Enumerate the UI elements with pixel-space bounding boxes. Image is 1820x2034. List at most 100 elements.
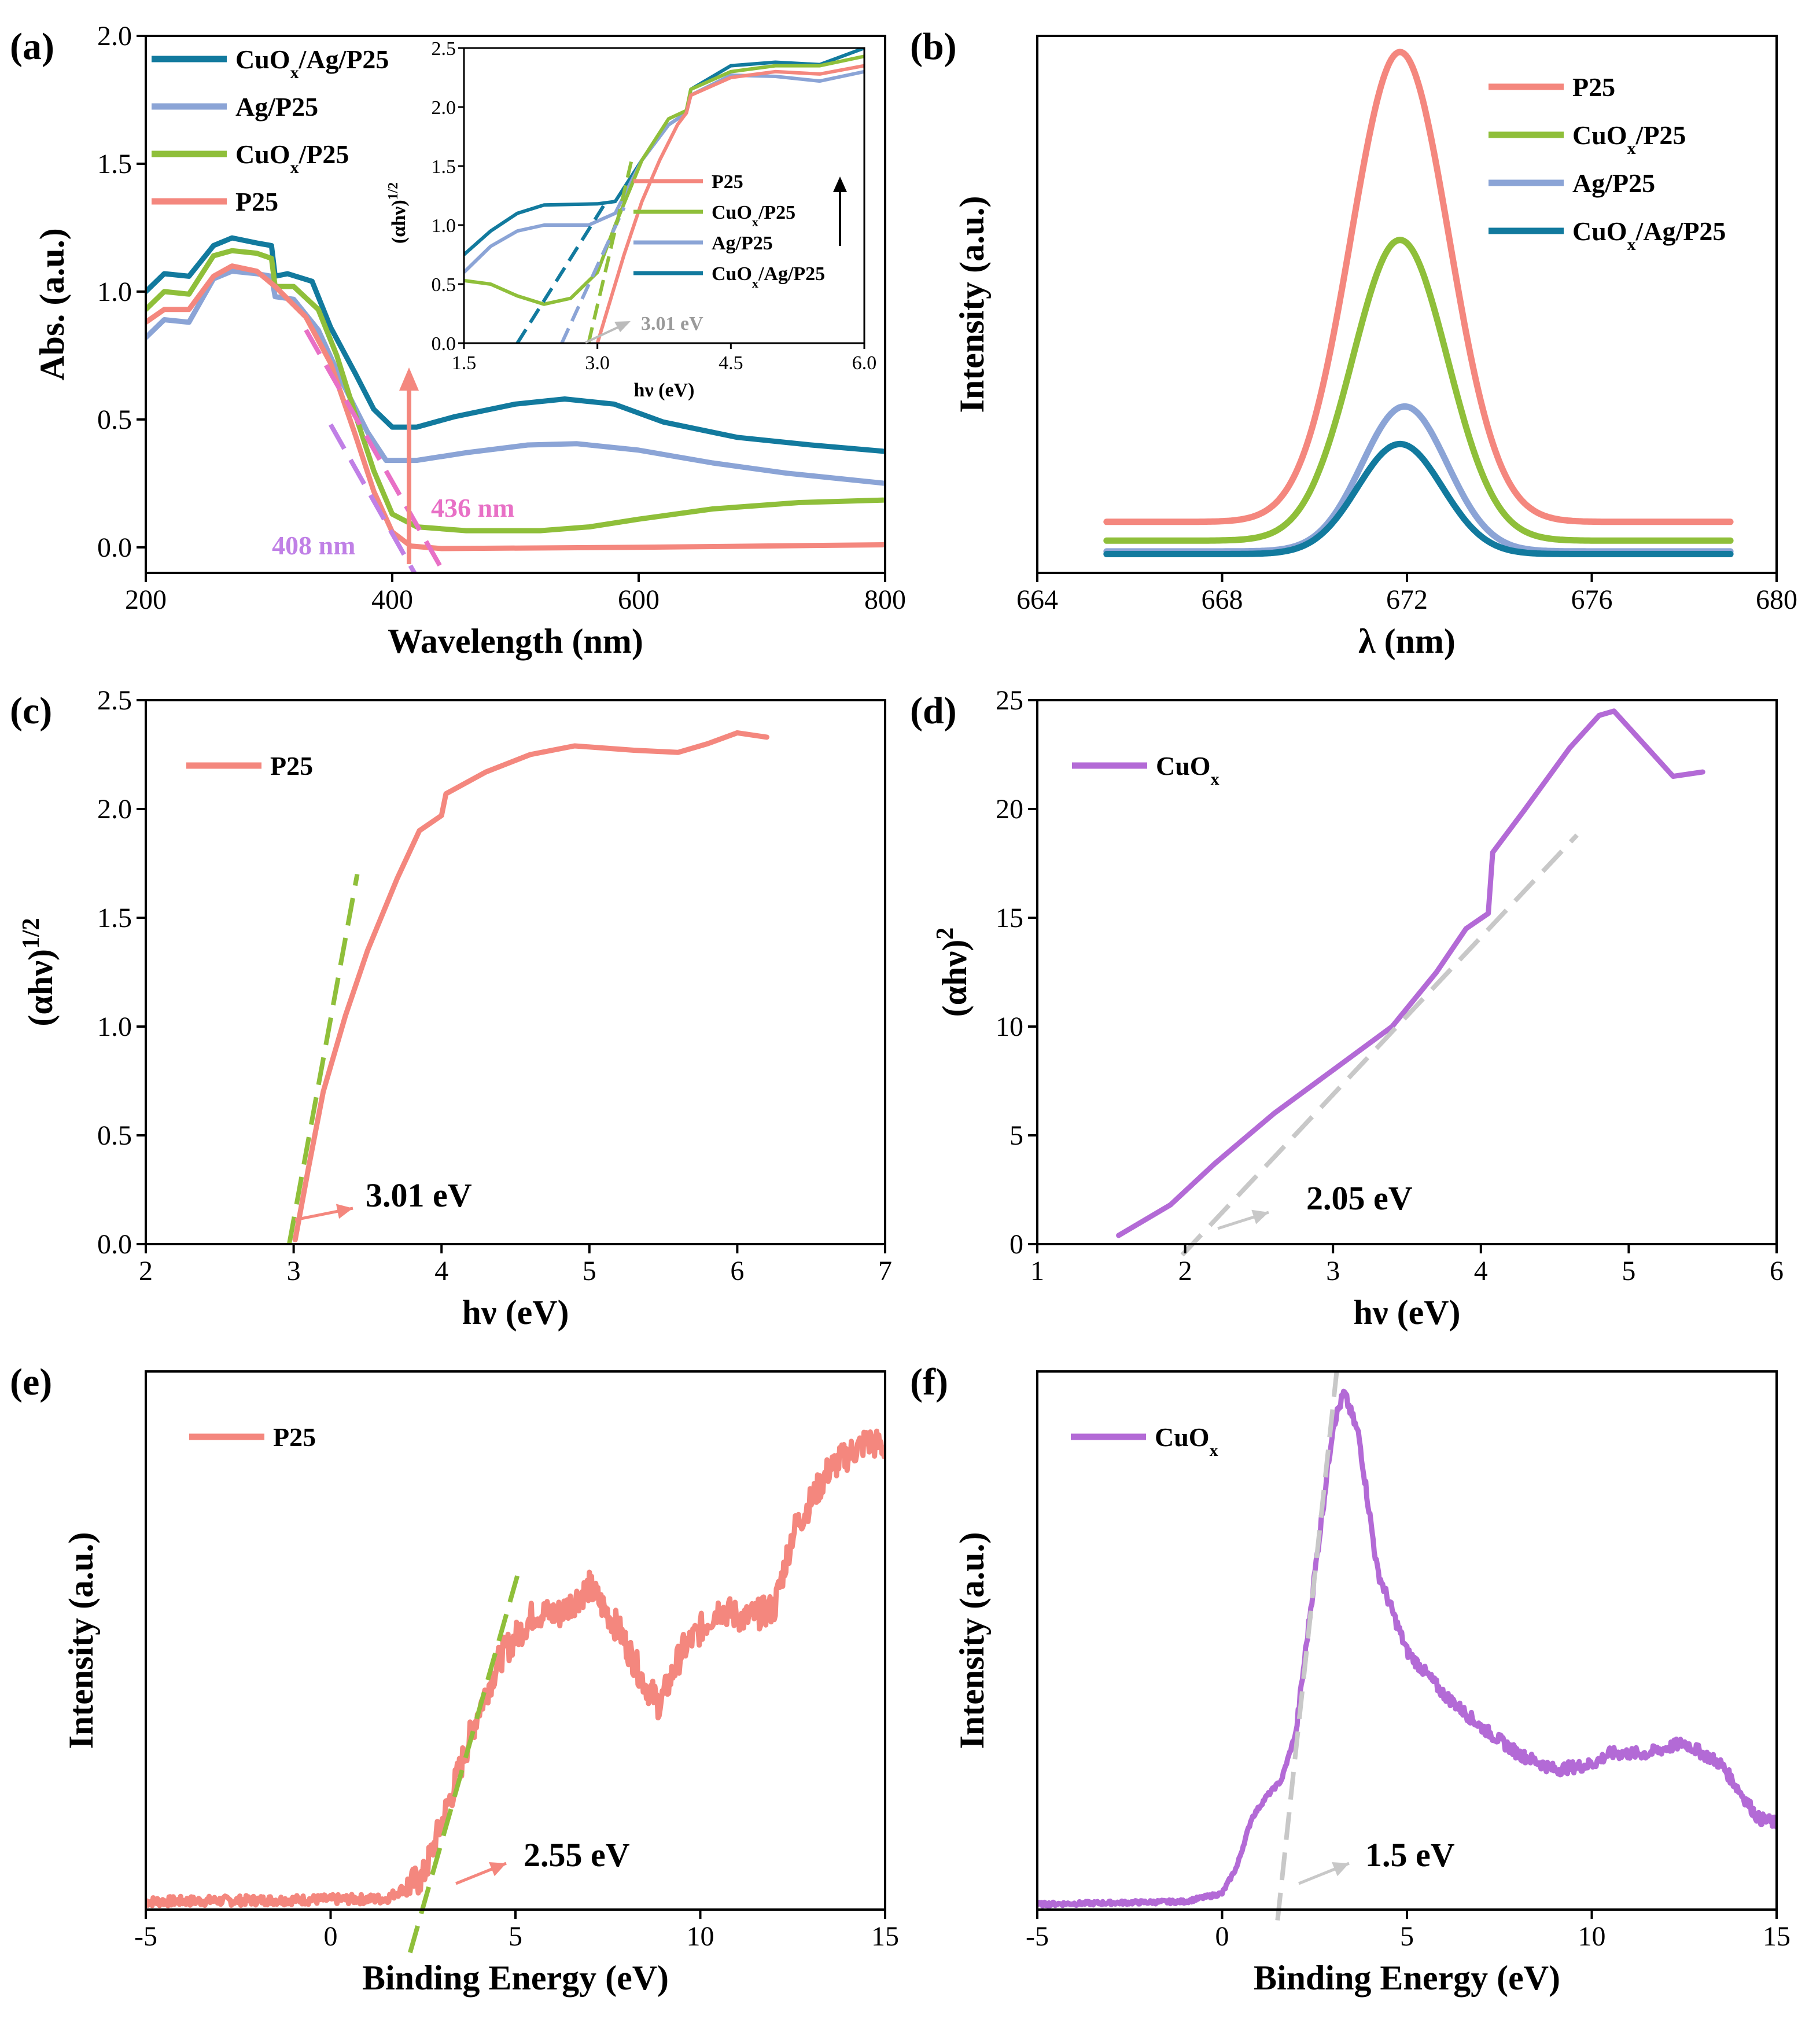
- inset-tangent: [560, 207, 626, 343]
- inset-x-label: hν (eV): [634, 380, 695, 401]
- inset-y-tick-label: 1.0: [432, 215, 456, 237]
- x-tick-label: 0: [324, 1921, 338, 1952]
- plot-area: [146, 235, 885, 551]
- legend-label: Ag/P25: [1572, 168, 1655, 198]
- series-line-cuox_p25: [146, 248, 885, 534]
- inset-annotation-arrow: [585, 323, 624, 344]
- panel-e: (e) -5 0 5 10 15 Binding Energy (eV) Intensity …: [10, 1361, 899, 1997]
- series-line-cuox: [1116, 708, 1705, 1238]
- x-tick-label: 15: [871, 1921, 899, 1952]
- y-axis-label: Intensity (a.u.): [62, 1532, 100, 1749]
- legend-label: CuOx/P25: [235, 139, 349, 177]
- inset-y-tick-label: 0.0: [432, 333, 456, 355]
- x-tick-label: 5: [1400, 1921, 1414, 1952]
- legend-label: Ag/P25: [235, 92, 318, 122]
- inset-legend-label: P25: [712, 171, 743, 193]
- inset-y-tick-label: 2.0: [432, 97, 456, 119]
- series-line-p25: [292, 730, 769, 1242]
- panel-label: (b): [910, 25, 957, 68]
- panel-label: (f): [910, 1361, 948, 1403]
- series-line-ag_p25: [1103, 403, 1734, 555]
- x-tick-label: 3: [1326, 1256, 1340, 1286]
- inset-bg: [464, 48, 864, 343]
- y-tick-label: 1.5: [97, 903, 132, 933]
- x-tick-label: 2: [1178, 1256, 1192, 1286]
- increase-arrowhead: [399, 367, 419, 391]
- inset-y-tick-label: 0.5: [432, 274, 456, 296]
- inset-x-tick-label: 3.0: [585, 352, 610, 374]
- inset-y-label: (αhν)1/2: [386, 182, 410, 244]
- y-tick-label: 0: [1010, 1229, 1023, 1260]
- x-tick-label: 1: [1030, 1256, 1044, 1286]
- plot-area: [1103, 49, 1734, 557]
- tangent-label: 436 nm: [431, 493, 514, 523]
- inset-y-tick-label: 1.5: [432, 156, 456, 178]
- inset-series-p25: [595, 64, 864, 343]
- x-tick-label: 400: [371, 584, 413, 615]
- inset-panel: 1.5 3.0 4.5 6.0 0.0 0.5 1.0 1.5 2.0 2.5 hν (eV) (αh…: [386, 38, 876, 401]
- panel-label: (c): [10, 690, 52, 732]
- inset-annotation-arrowhead: [614, 321, 631, 332]
- legend-label: CuOx/P25: [1572, 120, 1686, 158]
- y-tick-label: 0.5: [97, 404, 132, 435]
- panel-label: (e): [10, 1361, 52, 1403]
- x-tick-label: 668: [1202, 584, 1243, 615]
- x-tick-label: 680: [1756, 584, 1797, 615]
- y-tick-label: 5: [1010, 1120, 1023, 1151]
- x-tick-label: -5: [1026, 1921, 1049, 1952]
- legend-label: CuOx: [1156, 751, 1220, 789]
- y-tick-label: 1.0: [97, 1012, 132, 1042]
- inset-x-tick-label: 1.5: [452, 352, 477, 374]
- x-tick-label: 0: [1215, 1921, 1229, 1952]
- x-axis-label: Binding Energy (eV): [362, 1959, 669, 1997]
- plot-area: [292, 730, 769, 1242]
- x-tick-label: 5: [1622, 1256, 1635, 1286]
- annotation-arrowhead: [489, 1862, 506, 1877]
- y-axis-label: Intensity (a.u.): [953, 196, 991, 413]
- legend-label: P25: [1572, 72, 1615, 102]
- series-line-p25: [1103, 49, 1734, 525]
- y-tick-label: 2.5: [97, 685, 132, 716]
- x-axis-label: Binding Energy (eV): [1254, 1959, 1560, 1997]
- y-axis-label: Abs. (a.u.): [33, 228, 71, 380]
- series-line-p25: [146, 263, 885, 551]
- legend-label: P25: [273, 1422, 316, 1452]
- inset-tangent: [587, 153, 635, 343]
- tangent-label: 408 nm: [272, 531, 355, 560]
- x-tick-label: -5: [134, 1921, 157, 1952]
- annotation-arrowhead: [1251, 1209, 1269, 1224]
- y-tick-label: 2.0: [97, 21, 132, 52]
- inset-arrowhead: [833, 176, 847, 192]
- y-tick-label: 20: [996, 794, 1023, 825]
- inset-x-tick-label: 6.0: [852, 352, 877, 374]
- legend-label: CuOx/Ag/P25: [235, 45, 389, 82]
- y-axis-label: (αhν)1/2: [18, 918, 60, 1026]
- panel-b: (b) 664 668 672 676 680 λ (nm) Intensity (a.u.)…: [910, 25, 1797, 660]
- annotation-label: 3.01 eV: [366, 1176, 472, 1214]
- y-tick-label: 25: [996, 685, 1023, 716]
- legend-label: CuOx: [1155, 1422, 1218, 1460]
- axes-frame: [145, 35, 886, 574]
- inset-y-tick-label: 2.5: [432, 38, 456, 60]
- y-tick-label: 1.5: [97, 149, 132, 179]
- x-tick-label: 600: [618, 584, 660, 615]
- annotation-arrowhead: [1332, 1862, 1349, 1877]
- x-tick-label: 5: [583, 1256, 596, 1286]
- x-tick-label: 800: [864, 584, 906, 615]
- x-tick-label: 4: [434, 1256, 448, 1286]
- plot-area: [146, 1428, 885, 1908]
- inset-tangent: [515, 200, 608, 343]
- y-tick-label: 2.0: [97, 794, 132, 825]
- y-tick-label: 15: [996, 903, 1023, 933]
- annotation-label: 2.55 eV: [524, 1836, 630, 1874]
- x-tick-label: 664: [1016, 584, 1058, 615]
- axes-frame: [1036, 1370, 1778, 1911]
- series-line-cuox_p25: [1103, 237, 1734, 544]
- y-tick-label: 0.0: [97, 1229, 132, 1260]
- annotation-label: 2.05 eV: [1306, 1179, 1413, 1217]
- tangent-line: [329, 423, 417, 574]
- panel-d: (d) 1 2 3 4 5 6 0 5 10 15 20 25 hν (eV) (αhν)2 CuOx 2.05…: [910, 685, 1784, 1332]
- axes-frame: [1036, 699, 1778, 1245]
- x-tick-label: 7: [878, 1256, 892, 1286]
